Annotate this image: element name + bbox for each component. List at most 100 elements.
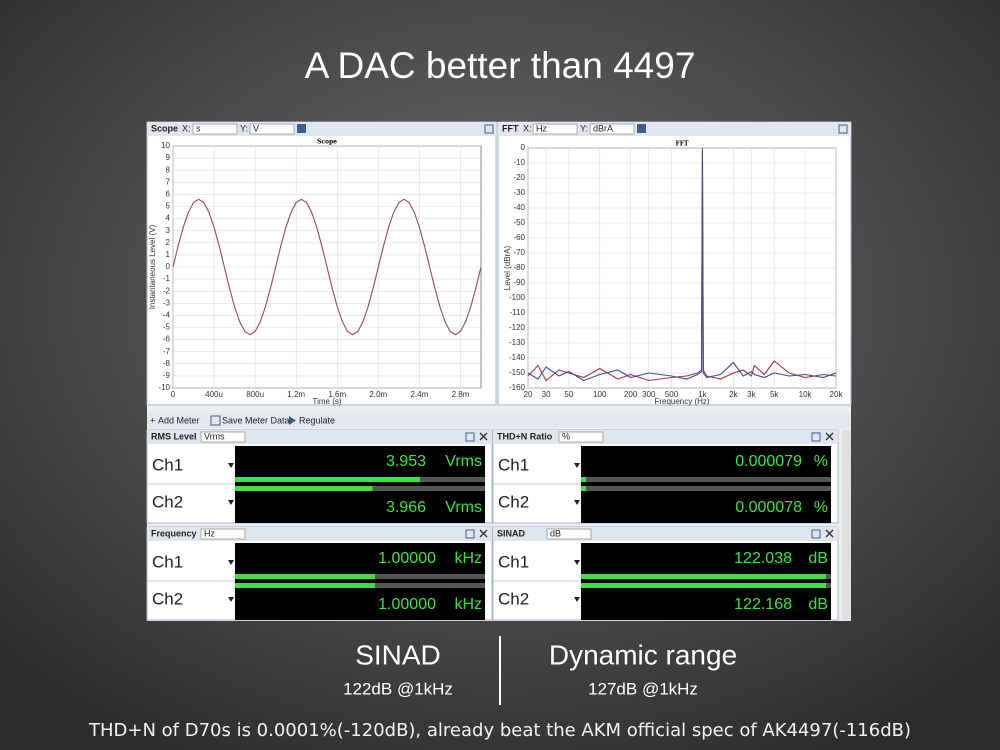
toolbar-button[interactable]: Add Meter [158,415,200,425]
x-tick-label: 20k [830,390,844,399]
close-button[interactable] [479,432,488,441]
channel-dropdown[interactable] [228,560,234,565]
toolbar-button[interactable]: Save Meter Data [222,415,290,425]
x-tick-label: 1k [698,390,707,399]
level-bar [581,477,586,482]
dropdown[interactable] [532,123,578,135]
x-tick-label: 5k [770,390,779,399]
channel-dropdown[interactable] [574,500,580,505]
display [235,446,485,523]
x-tick-label: 0 [171,390,176,399]
dropdown[interactable] [589,123,635,135]
y-tick-label: 9 [166,153,171,162]
meter-value: 122.038 [734,550,792,567]
x-tick-label: 50 [564,390,573,399]
y-tick-label: 1 [166,250,171,259]
icon [289,416,296,425]
meter-title: THD+N Ratio [497,431,553,441]
label: X: [523,123,532,133]
y-tick-label: -120 [509,323,526,332]
meter-value: 3.966 [386,499,426,516]
channel-dropdown[interactable] [574,597,580,602]
channel-dropdown[interactable] [574,560,580,565]
x-tick-label: 2.8m [452,390,470,399]
plot-title: FFT [676,141,690,148]
meter-value: 3.953 [386,453,426,470]
summary-label: SINAD [355,639,441,670]
dropdown[interactable] [192,123,238,135]
y-tick-label: -9 [163,371,171,380]
y-tick-label: -40 [513,203,525,212]
plot-title: Scope [317,139,337,146]
channel-dropdown[interactable] [574,463,580,468]
y-tick-label: 3 [166,226,171,235]
popout-button[interactable] [811,432,821,442]
meter-unit: Vrms [445,499,482,516]
icon [210,415,221,426]
x-tick-label: 300 [642,390,656,399]
y-tick-label: 0 [166,262,171,271]
channel-dropdown[interactable] [228,463,234,468]
y-tick-label: -10 [158,383,170,392]
meter-unit: dB [808,550,828,567]
channel-dropdown[interactable] [228,500,234,505]
y-axis-label: Instantaneous Level (V) [148,224,157,309]
channel-dropdown[interactable] [228,597,234,602]
dropdown[interactable] [200,528,246,540]
settings-button[interactable] [297,124,306,133]
panel-header [147,527,492,541]
channel-label: Ch2 [498,589,529,608]
y-tick-label: -20 [513,173,525,182]
settings-button[interactable] [637,124,646,133]
meter-unit: % [814,499,828,516]
close-button[interactable] [479,529,488,538]
x-tick-label: 30 [542,390,551,399]
summary-label: Dynamic range [549,639,737,670]
y-axis-label: Level (dBrA) [503,245,512,290]
popout-button[interactable] [484,124,494,134]
dropdown-value: % [562,431,570,441]
y-tick-label: -3 [163,298,171,307]
display [581,543,831,620]
channel-label: Ch2 [152,589,183,608]
y-tick-label: 6 [166,190,171,199]
close-button[interactable] [825,432,834,441]
icon: + [150,415,155,425]
data-line [172,198,482,336]
meter-value: 0.000078 [735,499,802,516]
popout-button[interactable] [465,529,475,539]
dropdown[interactable] [249,123,295,135]
channel-label: Ch1 [498,552,529,571]
dropdown-value: dBrA [593,123,613,133]
dropdown[interactable] [200,431,246,443]
panel-title: Scope [151,123,178,133]
x-axis-label: Time (s) [312,397,341,406]
toolbar-button[interactable]: Regulate [299,415,335,425]
level-bar [235,477,420,482]
x-tick-label: 400u [205,390,223,399]
label: Y: [580,123,588,133]
y-tick-label: 4 [166,214,171,223]
popout-button[interactable] [838,124,848,134]
x-tick-label: 1.6m [328,390,346,399]
scrollbar[interactable] [842,430,851,621]
y-tick-label: -6 [163,335,171,344]
dropdown[interactable] [546,528,592,540]
dropdown-value: Vrms [204,431,225,441]
y-tick-label: 8 [166,165,171,174]
summary-detail: 127dB @1kHz [588,679,698,698]
label: X: [182,123,191,133]
toolbar [147,413,851,428]
summary-detail: 122dB @1kHz [343,679,453,698]
y-tick-label: -50 [513,218,525,227]
popout-button[interactable] [811,529,821,539]
dropdown[interactable] [558,431,604,443]
display [581,446,831,523]
y-tick-label: -4 [163,311,171,320]
y-tick-label: -8 [163,359,171,368]
level-bar-track [581,486,831,491]
dropdown-value: V [253,123,259,133]
close-button[interactable] [825,529,834,538]
popout-button[interactable] [465,432,475,442]
